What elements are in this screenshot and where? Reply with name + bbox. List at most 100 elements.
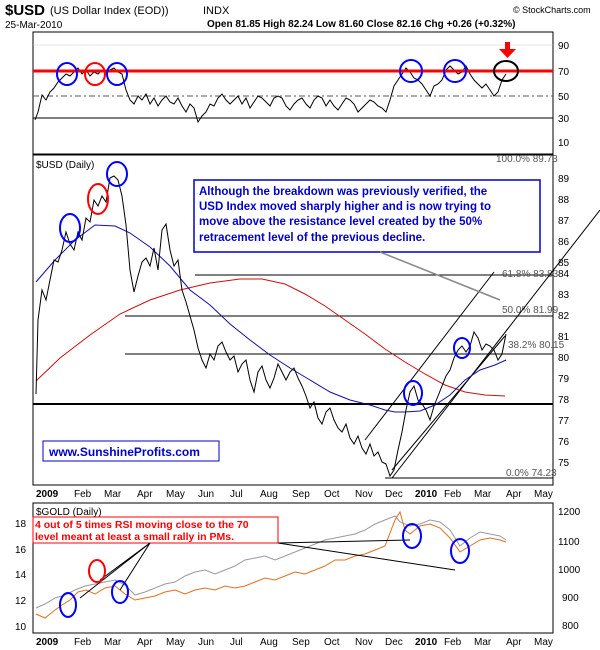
rsi-arrow-icon <box>499 42 516 58</box>
price-y-ticks: 89 88 87 86 85 84 83 82 81 80 79 78 77 7… <box>558 174 570 469</box>
rsi-circle-5 <box>443 59 467 83</box>
x-label-2009: 2009 <box>36 489 59 500</box>
annotation-line-2: USD Index moved sharply higher and is no… <box>199 201 491 213</box>
x-bottom-aug: Aug <box>260 637 278 648</box>
x-bottom-jun: Jun <box>198 637 214 648</box>
x-bottom-sep: Sep <box>292 637 310 648</box>
gold-circle-5 <box>450 538 470 564</box>
x-label-feb: Feb <box>74 489 92 500</box>
price-circle-5 <box>453 337 471 359</box>
price-panel-label: $USD (Daily) <box>36 160 94 171</box>
ma-short-line <box>35 224 507 413</box>
price-tick-82: 82 <box>558 311 570 322</box>
chart-header: $USD (US Dollar Index (EOD)) INDX 25-Mar… <box>5 2 591 31</box>
fib-label-61-8: 61.8% 83.83 <box>502 269 559 280</box>
price-tick-85: 85 <box>558 258 570 269</box>
gold-circle-3 <box>111 580 129 604</box>
price-tick-79: 79 <box>558 374 570 385</box>
x-bottom-may: May <box>166 637 185 648</box>
rsi-tick-30: 30 <box>558 114 570 125</box>
gold-right-tick-800: 800 <box>562 621 579 632</box>
trend-line-long <box>391 209 600 479</box>
price-panel: $USD (Daily) 89 88 87 86 85 84 83 82 81 … <box>32 154 600 486</box>
gold-circle-1 <box>59 592 77 618</box>
x-bottom-dec: Dec <box>385 637 403 648</box>
exchange: INDX <box>203 5 230 17</box>
rsi-circle-4 <box>399 59 423 83</box>
x-label-dec: Dec <box>385 489 403 500</box>
gold-right-tick-1100: 1100 <box>558 537 580 548</box>
x-label-may: May <box>166 489 185 500</box>
gold-left-tick-10: 10 <box>15 622 27 633</box>
ma-long-line <box>35 278 506 397</box>
rsi-tick-90: 90 <box>558 41 570 52</box>
fib-label-50: 50.0% 81.99 <box>502 305 559 316</box>
x-label-sep: Sep <box>292 489 310 500</box>
gold-pointer-5 <box>277 542 456 571</box>
x-label-aug: Aug <box>260 489 278 500</box>
annotation-text: Although the breakdown was previously ve… <box>199 186 494 244</box>
annotation-frame <box>193 179 541 253</box>
x-bottom-feb-2010: Feb <box>444 637 462 648</box>
gold-note-box: 4 out of 5 times RSI moving close to the… <box>32 516 279 544</box>
annotation-line-4: retracement level of the previous declin… <box>199 232 425 244</box>
index-name: (US Dollar Index (EOD)) <box>50 5 169 17</box>
x-bottom-jul: Jul <box>230 637 243 648</box>
rsi-panel: 90 70 50 30 10 <box>32 31 570 155</box>
gold-left-tick-16: 16 <box>15 545 27 556</box>
gold-usd-gray-line <box>35 515 507 609</box>
x-bottom-apr: Apr <box>137 637 153 648</box>
rsi-circle-1 <box>56 62 78 86</box>
price-tick-83: 83 <box>558 290 570 301</box>
x-axis-middle: 2009 Feb Mar Apr May Jun Jul Aug Sep Oct… <box>36 489 553 500</box>
x-bottom-mar: Mar <box>104 637 122 648</box>
x-bottom-mar-2010: Mar <box>474 637 492 648</box>
rsi-highlight-circles <box>56 59 519 86</box>
gold-note-line-1: 4 out of 5 times RSI moving close to the… <box>35 519 249 531</box>
x-label-mar-2010: Mar <box>474 489 492 500</box>
price-tick-81: 81 <box>558 332 570 343</box>
gold-circle-2 <box>88 559 106 583</box>
gold-pointer-4 <box>277 539 411 544</box>
price-circle-3 <box>106 161 128 187</box>
x-label-mar: Mar <box>104 489 122 500</box>
gold-panel-label: $GOLD (Daily) <box>36 507 102 518</box>
price-tick-77: 77 <box>558 416 570 427</box>
price-tick-89: 89 <box>558 174 570 185</box>
rsi-axis-labels: 90 70 50 30 10 <box>558 41 570 149</box>
price-tick-88: 88 <box>558 195 570 206</box>
x-label-apr-2010: Apr <box>506 489 522 500</box>
gold-note-frame <box>32 516 279 544</box>
price-circle-4 <box>403 380 423 406</box>
price-tick-80: 80 <box>558 353 570 364</box>
fib-label-0: 0.0% 74.23 <box>506 468 557 479</box>
x-bottom-oct: Oct <box>324 637 340 648</box>
annotation-box: Although the breakdown was previously ve… <box>193 179 541 253</box>
x-label-may-2010: May <box>534 489 553 500</box>
price-circle-1 <box>59 213 81 243</box>
rsi-tick-10: 10 <box>558 138 570 149</box>
watermark-text: www.SunshineProfits.com <box>48 445 200 459</box>
gold-left-tick-14: 14 <box>15 570 27 581</box>
x-axis-bottom: 2009 Feb Mar Apr May Jun Jul Aug Sep Oct… <box>36 637 553 648</box>
gold-pointer-2 <box>99 542 151 581</box>
annotation-line-3: move above the resistance level created … <box>199 216 482 228</box>
fib-labels: 100.0% 89.73 61.8% 83.83 50.0% 81.99 38.… <box>496 154 565 479</box>
trend-channel-upper <box>364 271 495 441</box>
gold-note-text: 4 out of 5 times RSI moving close to the… <box>35 519 251 543</box>
trend-channel-lower <box>391 335 506 471</box>
x-label-jun: Jun <box>198 489 214 500</box>
price-tick-84: 84 <box>558 269 570 280</box>
rsi-circle-current <box>493 60 519 82</box>
x-label-nov: Nov <box>355 489 373 500</box>
gold-right-tick-1200: 1200 <box>558 507 581 518</box>
fib-label-38-2: 38.2% 80.15 <box>508 340 565 351</box>
price-tick-87: 87 <box>558 216 570 227</box>
copyright: © StockCharts.com <box>513 5 591 15</box>
x-bottom-2010: 2010 <box>415 637 438 648</box>
x-bottom-feb: Feb <box>74 637 92 648</box>
fib-label-100: 100.0% 89.73 <box>496 154 558 165</box>
annotation-line-1: Although the breakdown was previously ve… <box>199 186 487 198</box>
x-bottom-2009: 2009 <box>36 637 59 648</box>
price-tick-75: 75 <box>558 458 570 469</box>
